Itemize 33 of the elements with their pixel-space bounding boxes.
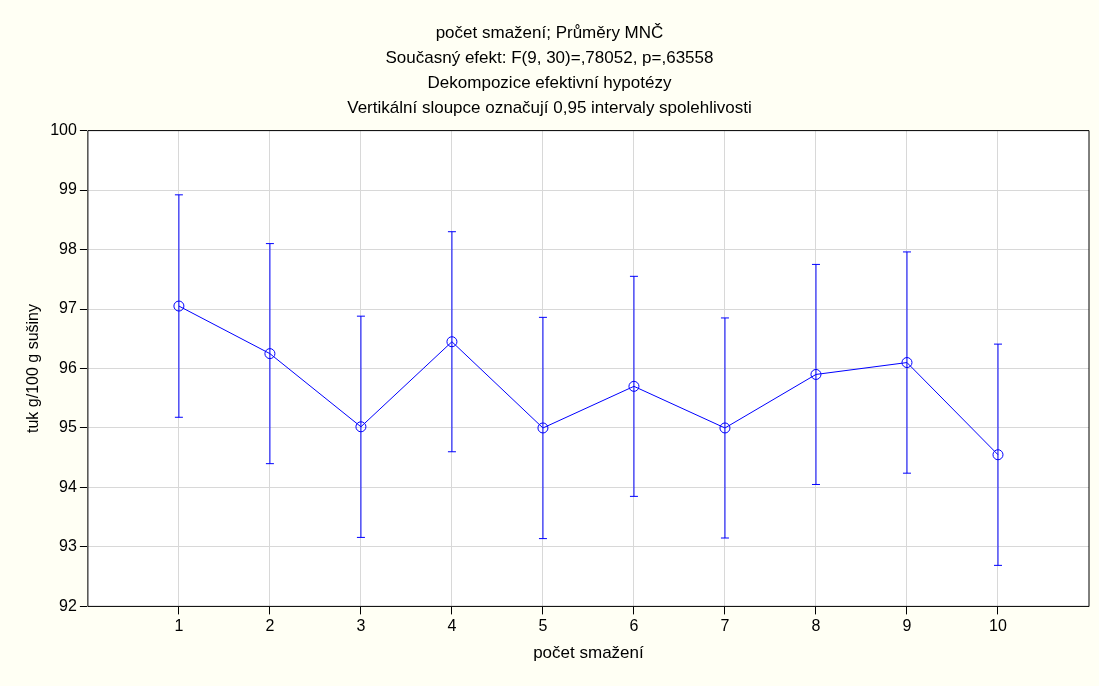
y-tick-label: 100 [50,121,77,139]
x-tick-label: 7 [720,617,730,635]
y-tick-label: 94 [59,477,77,495]
y-tick-label: 98 [59,239,77,257]
point [355,421,367,433]
point [901,357,913,369]
x-tick-label: 4 [447,617,457,635]
point [992,449,1004,461]
point [446,336,458,348]
x-axis-title: počet smažení [533,643,644,663]
y-tick-label: 95 [59,418,77,436]
chart-subtitle: Současný efekt: F(9, 30)=,78052, p=,63558 Dekompozice efektivní hypotézy Vertikální sloupce označují 0,95 intervaly spolehlivosti [347,48,752,117]
point [628,380,640,392]
x-tick-label: 5 [538,617,548,635]
x-tick-label: 6 [629,617,639,635]
x-tick-label: 2 [265,617,275,635]
y-axis-title: tuk g/100 g sušiny [24,304,42,433]
x-tick-label: 3 [356,617,366,635]
y-tick-label: 92 [59,596,77,614]
y-tick-label: 97 [59,299,77,317]
point [537,422,549,434]
point [810,368,822,380]
chart-title: počet smažení; Průměry MNČ [435,23,664,42]
y-tick-label: 99 [59,180,77,198]
x-tick-label: 8 [811,617,821,635]
x-tick-label: 10 [989,617,1007,635]
y-tick-label: 93 [59,537,77,555]
y-tick-label: 96 [59,358,77,376]
point [264,348,276,360]
x-tick-label: 1 [174,617,184,635]
x-tick-label: 9 [902,617,912,635]
point [719,422,731,434]
point [173,300,185,312]
